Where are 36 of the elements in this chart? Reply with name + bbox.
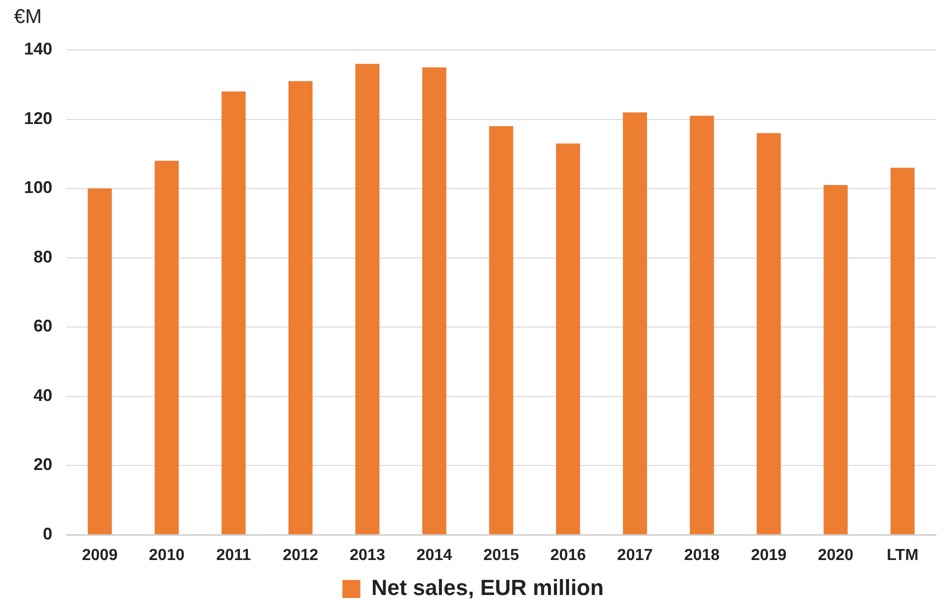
x-tick-label: 2015 [483,546,520,564]
y-tick-label: 0 [42,524,52,544]
bar [489,126,514,534]
y-axis-title: €M [14,6,42,29]
x-tick-label: 2011 [216,546,252,564]
bar [355,64,380,534]
bar [824,185,848,534]
legend-label: Net sales, EUR million [371,575,604,600]
bar [756,133,781,534]
x-tick-label: 2017 [617,546,653,564]
x-tick-label: 2012 [282,546,318,564]
x-tick-label: 2009 [82,546,118,564]
bar [422,67,446,534]
y-tick-label: 140 [24,40,52,59]
y-tick-label: 80 [33,247,52,266]
x-tick-label: 2018 [684,546,720,564]
bar [222,92,246,534]
x-tick-label: 2014 [416,546,452,564]
bar [890,168,915,534]
y-tick-label: 120 [24,108,52,128]
y-tick-label: 60 [33,316,52,336]
x-tick-label: 2013 [350,546,386,564]
x-tick-label: 2016 [550,546,586,564]
x-tick-label: 2019 [750,546,787,564]
y-tick-label: 100 [24,178,52,198]
bar [154,160,179,534]
y-tick-label: 40 [33,386,52,405]
y-tick-label: 20 [33,455,52,474]
bar [622,112,648,534]
x-tick-label: LTM [886,546,918,564]
bar [556,143,580,534]
x-tick-label: 2020 [818,546,854,564]
bar [288,81,313,534]
bar [690,116,714,534]
x-tick-label: 2010 [148,546,185,564]
bar [88,188,112,534]
